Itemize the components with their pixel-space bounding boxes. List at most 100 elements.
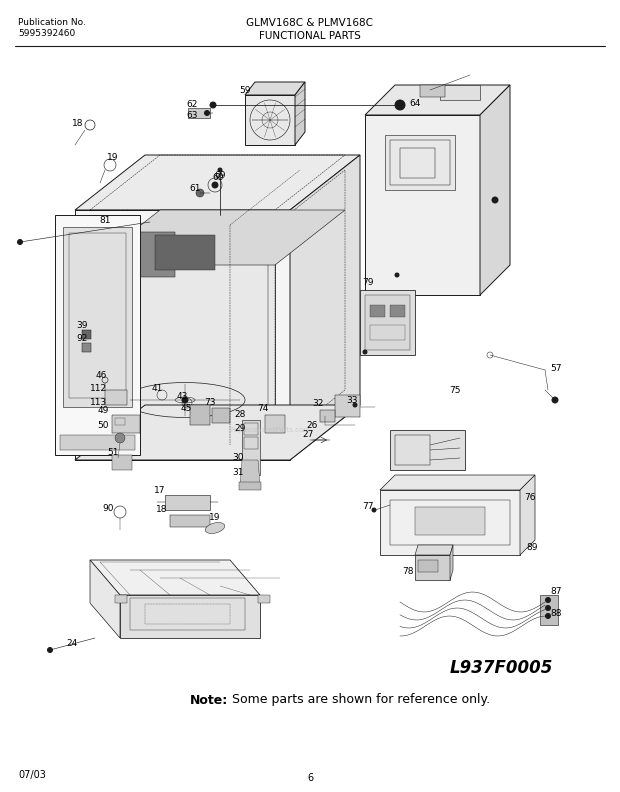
Text: 62: 62: [187, 100, 198, 109]
Text: Some parts are shown for reference only.: Some parts are shown for reference only.: [228, 694, 490, 706]
Polygon shape: [440, 85, 480, 100]
Polygon shape: [385, 135, 455, 190]
Text: 19: 19: [107, 153, 119, 162]
Text: Note:: Note:: [190, 694, 228, 706]
Circle shape: [182, 397, 188, 403]
Polygon shape: [245, 95, 295, 145]
Polygon shape: [335, 395, 360, 417]
Text: GLMV168C & PLMV168C: GLMV168C & PLMV168C: [247, 18, 373, 28]
Circle shape: [546, 606, 551, 611]
Text: 73: 73: [204, 398, 216, 406]
Polygon shape: [380, 475, 535, 490]
Polygon shape: [75, 405, 360, 460]
Polygon shape: [295, 82, 305, 145]
Text: 90: 90: [102, 504, 113, 512]
Text: 18: 18: [156, 505, 168, 515]
Polygon shape: [105, 390, 127, 405]
Circle shape: [210, 102, 216, 108]
Polygon shape: [415, 507, 485, 535]
Polygon shape: [360, 290, 415, 355]
Polygon shape: [188, 108, 210, 118]
Text: L937F0005: L937F0005: [450, 659, 554, 677]
Text: 49: 49: [97, 406, 108, 414]
Text: 76: 76: [525, 493, 536, 501]
Polygon shape: [60, 435, 135, 450]
Polygon shape: [365, 295, 410, 350]
Circle shape: [212, 182, 218, 188]
Text: Publication No.: Publication No.: [18, 18, 86, 27]
Text: 31: 31: [232, 467, 244, 477]
Polygon shape: [520, 475, 535, 555]
Text: 59: 59: [239, 86, 250, 94]
Text: ReplacementParts.com: ReplacementParts.com: [230, 427, 310, 433]
Polygon shape: [480, 85, 510, 295]
Polygon shape: [365, 115, 480, 295]
Polygon shape: [418, 560, 438, 572]
Text: 45: 45: [180, 403, 192, 413]
Circle shape: [48, 648, 53, 653]
Polygon shape: [120, 595, 260, 638]
Text: 5995392460: 5995392460: [18, 29, 75, 38]
Text: 77: 77: [362, 501, 374, 511]
Text: 19: 19: [210, 513, 221, 523]
Polygon shape: [155, 235, 215, 270]
Polygon shape: [75, 210, 290, 460]
Text: 60: 60: [212, 173, 224, 181]
Polygon shape: [265, 415, 285, 433]
Text: 43: 43: [176, 391, 188, 401]
Text: 74: 74: [257, 403, 268, 413]
Circle shape: [492, 197, 498, 203]
Polygon shape: [390, 430, 465, 470]
Text: 79: 79: [362, 277, 374, 287]
Polygon shape: [115, 595, 127, 603]
Text: 61: 61: [189, 184, 201, 192]
Text: 75: 75: [450, 386, 461, 394]
Circle shape: [395, 100, 405, 110]
Text: 89: 89: [526, 543, 538, 553]
Polygon shape: [242, 420, 260, 475]
Text: 69: 69: [215, 170, 226, 180]
Text: 18: 18: [73, 119, 84, 128]
Polygon shape: [75, 155, 360, 210]
Text: 51: 51: [107, 447, 119, 456]
Text: 27: 27: [303, 429, 314, 439]
Text: 6: 6: [307, 773, 313, 783]
Text: 112: 112: [91, 383, 107, 393]
Polygon shape: [415, 545, 453, 555]
Text: FUNCTIONAL PARTS: FUNCTIONAL PARTS: [259, 31, 361, 41]
Text: 78: 78: [402, 568, 414, 577]
Polygon shape: [540, 595, 558, 625]
Circle shape: [115, 433, 125, 443]
Polygon shape: [90, 560, 120, 638]
Text: 07/03: 07/03: [18, 770, 46, 780]
Polygon shape: [100, 232, 175, 277]
Circle shape: [363, 350, 367, 354]
Polygon shape: [190, 405, 210, 425]
Text: 24: 24: [66, 638, 78, 648]
Circle shape: [372, 508, 376, 512]
Polygon shape: [390, 305, 405, 317]
Text: 29: 29: [234, 424, 246, 432]
Polygon shape: [450, 545, 453, 580]
Polygon shape: [420, 85, 445, 97]
Polygon shape: [365, 85, 510, 115]
Text: 113: 113: [91, 398, 108, 406]
Text: 41: 41: [151, 383, 162, 393]
Text: 88: 88: [551, 610, 562, 619]
Polygon shape: [320, 410, 335, 422]
Text: 63: 63: [186, 111, 198, 120]
Circle shape: [17, 239, 22, 245]
Polygon shape: [380, 490, 520, 555]
Circle shape: [218, 168, 222, 172]
Polygon shape: [63, 227, 132, 407]
Polygon shape: [165, 495, 210, 510]
Circle shape: [205, 111, 210, 116]
Text: 81: 81: [99, 215, 111, 224]
Polygon shape: [82, 330, 91, 339]
Text: 30: 30: [232, 452, 244, 462]
Text: 46: 46: [95, 371, 107, 379]
Text: 17: 17: [154, 485, 166, 494]
Polygon shape: [90, 225, 275, 440]
Circle shape: [196, 189, 204, 197]
Text: 28: 28: [234, 409, 246, 418]
